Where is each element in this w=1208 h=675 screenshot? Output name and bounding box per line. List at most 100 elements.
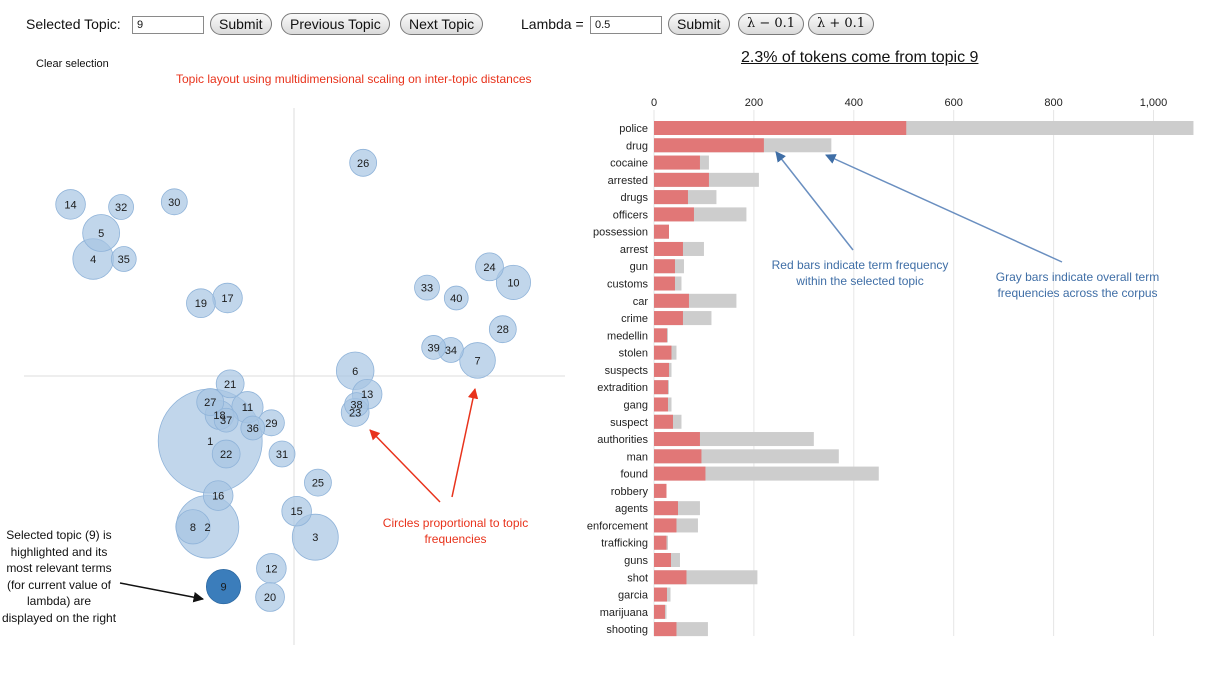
topic-circle-26[interactable] [349,148,378,177]
term-label-agents[interactable]: agents [615,503,649,515]
term-label-garcia[interactable]: garcia [618,590,649,602]
topic-circle-21[interactable] [215,369,245,399]
term-label-cocaine[interactable]: cocaine [610,158,648,170]
term-label-customs[interactable]: customs [607,279,648,291]
selected-topic-annotation: Selected topic (9) is highlighted and it… [1,528,117,625]
topic-circle-38[interactable] [344,392,369,417]
topic-label-8: 8 [190,522,196,534]
topic-circle-28[interactable] [488,315,517,344]
topic-circle-3[interactable] [291,513,339,561]
topic-circle-24[interactable] [475,252,504,282]
topic-bar-authorities [654,432,700,447]
topic-circle-22[interactable] [211,439,241,469]
term-label-police[interactable]: police [619,123,648,135]
topic-label-5: 5 [98,228,104,240]
topic-label-1: 1 [207,436,213,448]
topic-label-16: 16 [212,491,224,503]
term-label-medellin[interactable]: medellin [607,330,648,342]
topic-circle-16[interactable] [202,480,234,511]
term-label-shot[interactable]: shot [627,572,648,584]
topic-label-18: 18 [213,410,225,422]
topic-circle-37[interactable] [213,407,239,433]
term-label-drugs[interactable]: drugs [620,192,648,204]
topic-label-4: 4 [90,254,96,266]
term-label-officers[interactable]: officers [613,209,649,221]
topic-label-19: 19 [195,298,207,310]
term-label-authorities[interactable]: authorities [597,434,648,446]
topic-circle-33[interactable] [414,274,440,301]
topic-circle-32[interactable] [108,194,134,220]
topic-circle-15[interactable] [281,495,312,527]
topic-bar-drugs [654,190,688,205]
topic-label-32: 32 [115,202,127,214]
term-label-extradition[interactable]: extradition [597,382,648,394]
previous-topic-button[interactable]: Previous Topic [281,13,390,35]
topic-circle-39[interactable] [421,335,446,360]
topic-circle-5[interactable] [82,214,121,252]
topic-bar-found [654,466,706,481]
topic-circle-30[interactable] [160,188,188,216]
topic-circle-7[interactable] [459,342,496,379]
term-label-man[interactable]: man [627,451,648,463]
lambda-plus-button[interactable]: λ + 0.1 [808,13,875,35]
term-label-suspects[interactable]: suspects [605,365,649,377]
topic-label-2: 2 [204,522,210,534]
topic-label-15: 15 [291,506,303,518]
term-label-car[interactable]: car [633,296,649,308]
topic-circle-36[interactable] [240,415,266,441]
topic-label-12: 12 [265,563,277,575]
term-label-stolen[interactable]: stolen [619,348,648,360]
topic-label-40: 40 [450,293,462,305]
topic-label-30: 30 [168,197,180,209]
lambda-submit-button[interactable]: Submit [668,13,730,35]
topic-circle-31[interactable] [268,440,296,468]
term-label-found[interactable]: found [620,469,648,481]
topic-bar-drug [654,138,764,153]
term-label-marijuana[interactable]: marijuana [600,607,649,619]
topic-circle-14[interactable] [55,189,86,220]
topic-bar-suspects [654,362,669,377]
clear-selection-link[interactable]: Clear selection [36,58,109,70]
x-tick-label: 600 [945,97,963,109]
term-label-gang[interactable]: gang [624,399,648,411]
red-bars-annotation: Red bars indicate term frequency within … [771,258,949,288]
topic-label-13: 13 [361,389,373,401]
topic-bar-man [654,449,702,464]
lambda-input[interactable] [590,16,662,34]
topic-bar-robbery [654,483,667,498]
term-label-shooting[interactable]: shooting [606,624,648,636]
term-label-robbery[interactable]: robbery [611,486,649,498]
topic-circle-25[interactable] [304,468,332,497]
term-label-suspect[interactable]: suspect [610,417,648,429]
gray-bars-annotation: Gray bars indicate overall term frequenc… [995,270,1160,300]
topic-circle-8[interactable] [175,509,211,545]
term-label-crime[interactable]: crime [621,313,648,325]
term-label-trafficking[interactable]: trafficking [601,538,648,550]
term-label-arrest[interactable]: arrest [620,244,648,256]
lambda-minus-button[interactable]: λ − 0.1 [738,13,805,35]
topic-label-20: 20 [264,592,276,604]
topic-circle-40[interactable] [443,285,469,311]
topic-circle-27[interactable] [196,388,225,416]
term-label-possession[interactable]: possession [593,227,648,239]
topic-circle-19[interactable] [186,288,216,319]
topic-circle-10[interactable] [495,264,531,300]
gray-bar-arrow [825,154,1063,263]
topic-circle-20[interactable] [255,582,285,612]
topic-bar-customs [654,276,675,291]
overall-bar-found [654,466,879,481]
topic-bar-gun [654,259,675,274]
term-label-arrested[interactable]: arrested [608,175,648,187]
term-label-enforcement[interactable]: enforcement [587,520,648,532]
topic-circle-9[interactable] [205,569,242,605]
selected-topic-input[interactable] [132,16,204,34]
topic-label-24: 24 [483,262,495,274]
topic-circle-35[interactable] [110,246,137,272]
term-label-drug[interactable]: drug [626,140,648,152]
next-topic-button[interactable]: Next Topic [400,13,484,35]
topic-submit-button[interactable]: Submit [210,13,272,35]
term-label-gun[interactable]: gun [630,261,648,273]
x-tick-label: 200 [745,97,763,109]
topic-bar-gang [654,397,668,412]
term-label-guns[interactable]: guns [624,555,648,567]
